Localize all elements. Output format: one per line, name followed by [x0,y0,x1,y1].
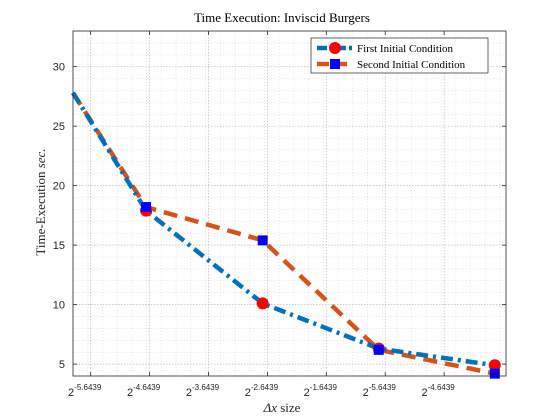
y-axis-label-text: Time-Execution [33,168,48,255]
tick-marks [73,31,506,376]
x-tick-labels: 2-5.6439 2-4.6439 2-3.6439 2-2.6439 2-1.6439… [68,383,455,399]
series-line [71,91,496,368]
series-layer [71,91,501,379]
x-axis-label-text: size [277,400,301,415]
x-tick-label: 2-4.6439 [127,383,161,399]
x-tick-label-exponent: -1.6439 [310,383,338,392]
x-tick-label: 2-1.6439 [304,383,338,399]
x-tick-label-exponent: -4.6439 [133,383,161,392]
x-tick-label-base: 2 [68,387,74,399]
major-grid [73,31,506,376]
legend-marker [329,42,341,54]
x-tick-label: 2-4.6439 [422,383,456,399]
data-point [256,297,269,310]
data-point [488,359,501,372]
chart-title: Time Execution: Inviscid Burgers [194,10,370,25]
series-2 [71,91,496,376]
x-tick-label: 2-5.6439 [363,383,397,399]
x-tick-label: 2-5.6439 [68,383,102,399]
y-tick-label: 20 [53,181,65,193]
data-point [489,368,500,379]
x-tick-label-exponent: -4.6439 [428,383,456,392]
y-tick-label: 30 [53,62,65,74]
y-tick-label: 10 [53,300,65,312]
legend: First Initial Condition Second Initial Co… [310,37,489,74]
legend-marker [330,59,340,69]
x-tick-label-exponent: -3.6439 [192,383,220,392]
x-tick-label-base: 2 [422,387,428,399]
y-tick-label: 15 [53,240,65,252]
y-tick-label: 5 [59,359,65,371]
x-tick-label-base: 2 [304,387,310,399]
y-tick-labels: 5 10 15 20 25 30 [53,62,65,371]
y-axis-label: Time-Execution sec. [33,148,48,255]
x-tick-label-exponent: -2.6439 [251,383,279,392]
series-1 [71,91,496,368]
x-tick-label-base: 2 [127,387,133,399]
series-line [71,91,496,376]
series-2-markers [141,202,500,379]
x-tick-label-exponent: -5.6439 [369,383,397,392]
plot-frame [72,30,507,377]
x-axis-label-math: Δx [263,400,278,415]
legend-item: Second Initial Condition [317,59,466,71]
data-point [141,202,152,213]
x-tick-label: 2-3.6439 [186,383,220,399]
x-tick-label-exponent: -5.6439 [74,383,102,392]
x-tick-label: 2-2.6439 [245,383,279,399]
y-axis-label-unit: sec. [33,148,48,168]
data-point [373,344,384,355]
x-tick-label-base: 2 [245,387,251,399]
x-tick-label-base: 2 [186,387,192,399]
legend-box [310,37,489,74]
x-axis-label: Δx size [263,400,301,415]
data-point [257,235,268,246]
y-tick-label: 25 [53,121,65,133]
legend-label: Second Initial Condition [357,59,466,71]
x-tick-label-base: 2 [363,387,369,399]
legend-item: First Initial Condition [317,42,453,55]
legend-label: First Initial Condition [357,43,453,55]
